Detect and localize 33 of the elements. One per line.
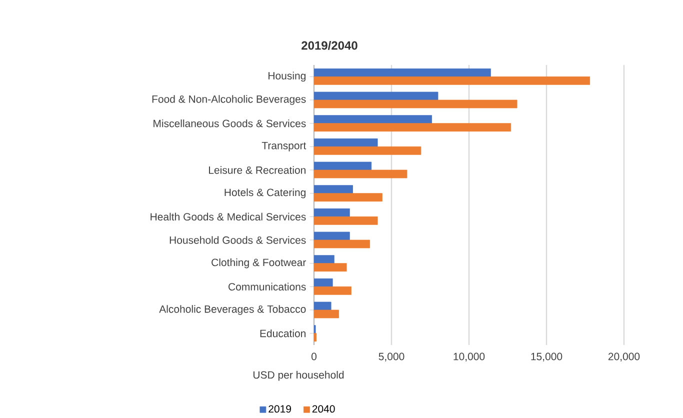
chart-title: 2019/2040 xyxy=(302,40,358,50)
y-tick-label: Leisure & Recreation xyxy=(209,166,306,174)
x-tick-label: 10,000 xyxy=(454,352,485,362)
bar xyxy=(314,123,512,132)
y-tick-label: Clothing & Footwear xyxy=(212,258,306,268)
y-tick-label: Housing xyxy=(268,72,306,82)
legend-label: 2040 xyxy=(312,405,335,413)
bar xyxy=(314,170,408,178)
legend-label: 2019 xyxy=(268,405,291,413)
bar xyxy=(314,146,422,155)
y-tick-label: Alcoholic Beverages & Tobacco xyxy=(159,305,306,315)
x-tick-label: 20,000 xyxy=(608,352,640,362)
x-axis-title: USD per household xyxy=(253,370,344,381)
y-tick-label: Communications xyxy=(228,282,306,291)
x-tick-label: 0 xyxy=(311,352,317,360)
y-tick-label: Hotels & Catering xyxy=(224,188,306,198)
bar xyxy=(314,263,347,272)
bar xyxy=(314,193,382,202)
bar xyxy=(314,240,370,248)
bar xyxy=(314,333,317,342)
x-tick-label: 15,000 xyxy=(531,352,562,362)
bar xyxy=(314,286,352,295)
bar xyxy=(314,76,590,85)
bar xyxy=(314,100,518,108)
y-tick-label: Transport xyxy=(262,142,306,152)
bar xyxy=(314,216,378,225)
y-tick-label: Health Goods & Medical Services xyxy=(150,212,306,221)
x-tick-label: 5,000 xyxy=(378,352,404,362)
y-tick-label: Miscellaneous Goods & Services xyxy=(154,119,306,128)
y-tick-label: Food & Non-Alcoholic Beverages xyxy=(152,95,306,105)
y-tick-label: Education xyxy=(260,329,306,338)
y-tick-label: Household Goods & Services xyxy=(170,236,306,244)
bar xyxy=(314,310,339,318)
